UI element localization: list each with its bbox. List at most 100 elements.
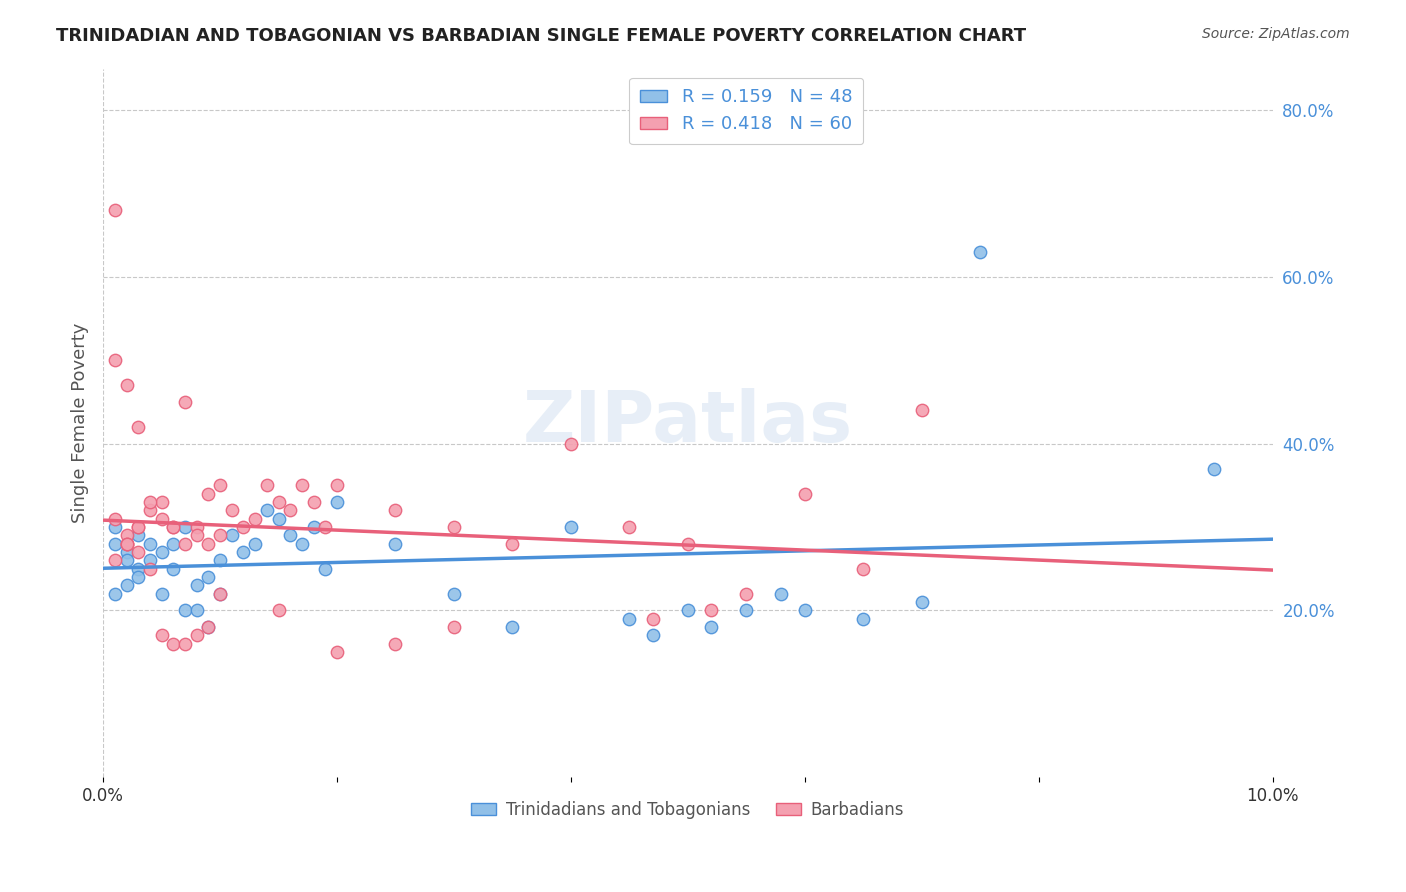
Point [770,586,793,600]
Point [232,520,254,534]
Point [115,578,138,592]
Point [291,536,314,550]
Point [911,403,934,417]
Point [139,536,162,550]
Point [139,495,162,509]
Point [793,486,815,500]
Point [641,611,664,625]
Text: Source: ZipAtlas.com: Source: ZipAtlas.com [1202,27,1350,41]
Point [186,603,208,617]
Point [139,503,162,517]
Point [104,586,127,600]
Point [197,486,219,500]
Point [104,520,127,534]
Point [174,603,197,617]
Point [267,511,290,525]
Point [302,495,325,509]
Point [127,561,149,575]
Point [197,620,219,634]
Point [501,536,523,550]
Point [115,536,138,550]
Point [384,636,406,650]
Point [186,578,208,592]
Point [139,553,162,567]
Point [314,561,336,575]
Point [150,511,173,525]
Point [127,570,149,584]
Point [232,545,254,559]
Point [641,628,664,642]
Point [256,478,278,492]
Point [197,570,219,584]
Point [384,536,406,550]
Point [619,520,641,534]
Point [209,478,232,492]
Point [676,536,699,550]
Point [911,595,934,609]
Point [150,586,173,600]
Point [501,620,523,634]
Point [115,378,138,392]
Point [115,553,138,567]
Point [326,495,349,509]
Point [443,520,465,534]
Point [174,536,197,550]
Point [209,528,232,542]
Point [127,545,149,559]
Point [443,620,465,634]
Point [115,545,138,559]
Point [700,603,723,617]
Point [209,586,232,600]
Point [197,620,219,634]
Point [127,420,149,434]
Point [162,561,184,575]
Point [150,495,173,509]
Point [735,603,758,617]
Point [793,603,815,617]
Point [278,503,301,517]
Point [174,395,197,409]
Point [115,528,138,542]
Point [150,545,173,559]
Point [267,495,290,509]
Point [326,645,349,659]
Point [302,520,325,534]
Point [139,561,162,575]
Point [384,503,406,517]
Point [209,553,232,567]
Point [852,561,875,575]
Point [267,603,290,617]
Point [104,353,127,368]
Point [174,636,197,650]
Point [186,628,208,642]
Point [314,520,336,534]
Point [735,586,758,600]
Point [256,503,278,517]
Point [162,536,184,550]
Point [221,528,243,542]
Point [443,586,465,600]
Point [209,586,232,600]
Point [221,503,243,517]
Point [326,478,349,492]
Point [104,553,127,567]
Point [162,520,184,534]
Point [186,528,208,542]
Point [560,436,582,450]
Point [127,520,149,534]
Text: TRINIDADIAN AND TOBAGONIAN VS BARBADIAN SINGLE FEMALE POVERTY CORRELATION CHART: TRINIDADIAN AND TOBAGONIAN VS BARBADIAN … [56,27,1026,45]
Point [150,628,173,642]
Point [104,511,127,525]
Point [104,536,127,550]
Point [162,520,184,534]
Point [852,611,875,625]
Point [174,520,197,534]
Point [676,603,699,617]
Point [197,536,219,550]
Point [278,528,301,542]
Point [243,536,266,550]
Point [619,611,641,625]
Point [104,203,127,218]
Text: ZIPatlas: ZIPatlas [523,388,853,458]
Point [127,528,149,542]
